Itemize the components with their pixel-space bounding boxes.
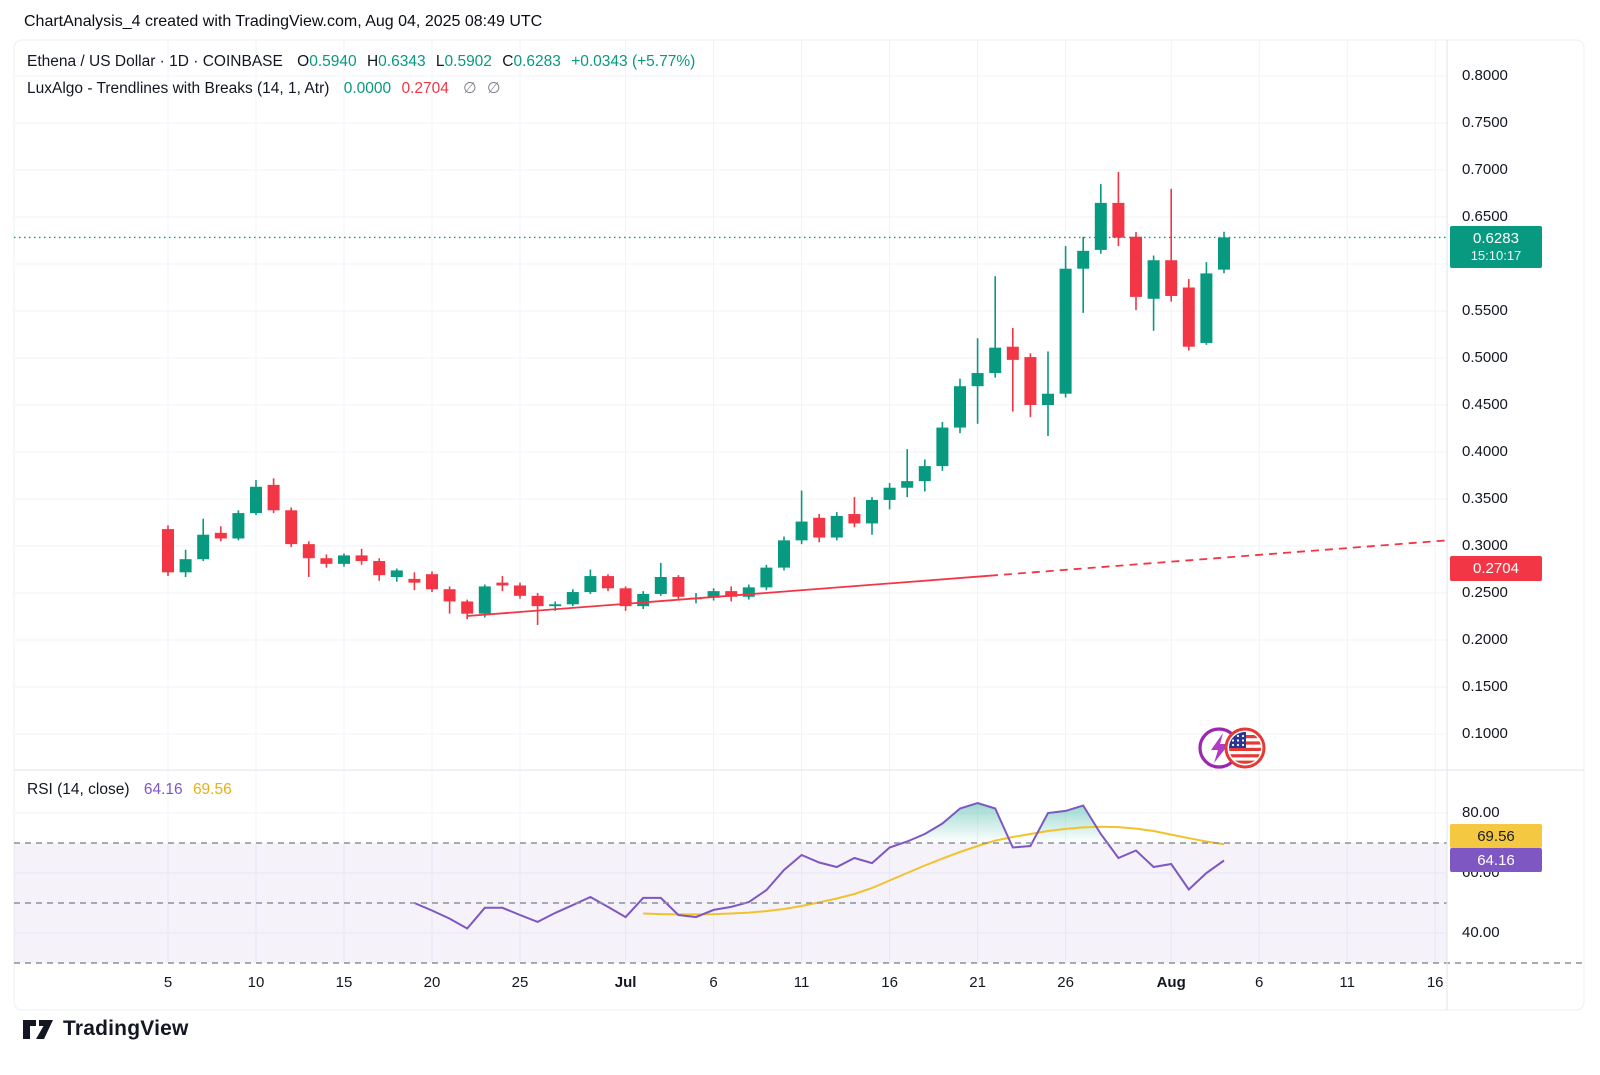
indicator-upper-value: 0.0000 <box>343 80 392 97</box>
trendline-value-tag: 0.2704 <box>1450 556 1542 581</box>
price-tick-label: 0.2000 <box>1462 631 1508 648</box>
price-tick-label: 0.6500 <box>1462 208 1508 225</box>
indicator-legend[interactable]: LuxAlgo - Trendlines with Breaks (14, 1,… <box>27 79 501 98</box>
tradingview-logo[interactable]: TradingView <box>22 1017 189 1041</box>
rsi-legend[interactable]: RSI (14, close) 64.16 69.56 <box>27 781 232 799</box>
tradingview-mark-icon <box>23 1019 53 1039</box>
price-tick-label: 0.4500 <box>1462 396 1508 413</box>
close-value: 0.6283 <box>513 53 561 70</box>
price-tick-label: 0.2500 <box>1462 584 1508 601</box>
us-flag-icon <box>1224 727 1266 769</box>
symbol-title[interactable]: Ethena / US Dollar · 1D · COINBASE <box>27 53 283 70</box>
time-tick-label: 20 <box>423 974 441 991</box>
price-tick-label: 0.3500 <box>1462 490 1508 507</box>
rsi-title[interactable]: RSI (14, close) <box>27 781 130 798</box>
open-label: O <box>297 53 310 70</box>
indicator-title[interactable]: LuxAlgo - Trendlines with Breaks (14, 1,… <box>27 80 330 97</box>
page-title: ChartAnalysis_4 created with TradingView… <box>24 13 543 30</box>
rsi-ma-value-tag: 69.56 <box>1450 824 1542 848</box>
price-tick-label: 0.5500 <box>1462 302 1508 319</box>
brand-name: TradingView <box>63 1017 189 1040</box>
time-tick-label: 5 <box>163 974 173 991</box>
close-label: C <box>502 53 514 70</box>
time-tick-label: 15 <box>335 974 353 991</box>
rsi-tick-label: 40.00 <box>1462 924 1500 941</box>
change-value: +0.0343 (+5.77%) <box>571 53 696 70</box>
chart-badges <box>1196 723 1268 776</box>
time-tick-label: 16 <box>881 974 898 991</box>
time-tick-label: Aug <box>1156 974 1186 991</box>
rsi-value-tag: 64.16 <box>1450 848 1542 872</box>
time-tick-label: 25 <box>511 974 529 991</box>
price-tick-label: 0.3000 <box>1462 537 1508 554</box>
price-tick-label: 0.8000 <box>1462 67 1508 84</box>
price-tick-label: 0.7000 <box>1462 161 1508 178</box>
time-tick-label: Jul <box>614 974 637 991</box>
symbol-legend[interactable]: Ethena / US Dollar · 1D · COINBASE O0.59… <box>27 53 695 71</box>
price-tick-label: 0.4000 <box>1462 443 1508 460</box>
rsi-value: 64.16 <box>143 781 183 798</box>
last-price-value: 0.6283 <box>1473 230 1519 247</box>
hidden-value-icon[interactable]: ∅ <box>487 80 501 97</box>
high-label: H <box>366 53 379 70</box>
time-tick-label: 10 <box>247 974 265 991</box>
rsi-tick-label: 80.00 <box>1462 804 1500 821</box>
time-tick-label: 6 <box>709 974 718 991</box>
time-tick-label: 26 <box>1057 974 1074 991</box>
time-tick-label: 21 <box>969 974 986 991</box>
open-value: 0.5940 <box>309 53 357 70</box>
low-value: 0.5902 <box>444 53 492 70</box>
price-tick-label: 0.5000 <box>1462 349 1508 366</box>
time-tick-label: 6 <box>1255 974 1264 991</box>
time-tick-label: 16 <box>1426 974 1444 991</box>
low-label: L <box>435 53 445 70</box>
high-value: 0.6343 <box>378 53 426 70</box>
price-tick-label: 0.1500 <box>1462 678 1508 695</box>
time-tick-label: 11 <box>793 974 810 991</box>
bar-countdown: 15:10:17 <box>1470 248 1522 263</box>
indicator-lower-value: 0.2704 <box>401 80 449 97</box>
last-price-tag: 0.6283 15:10:17 <box>1450 226 1542 268</box>
price-tick-label: 0.7500 <box>1462 114 1508 131</box>
price-tick-label: 0.1000 <box>1462 725 1508 742</box>
hidden-value-icon[interactable]: ∅ <box>463 80 477 97</box>
time-tick-label: 11 <box>1339 974 1355 991</box>
rsi-ma-value: 69.56 <box>192 781 232 798</box>
